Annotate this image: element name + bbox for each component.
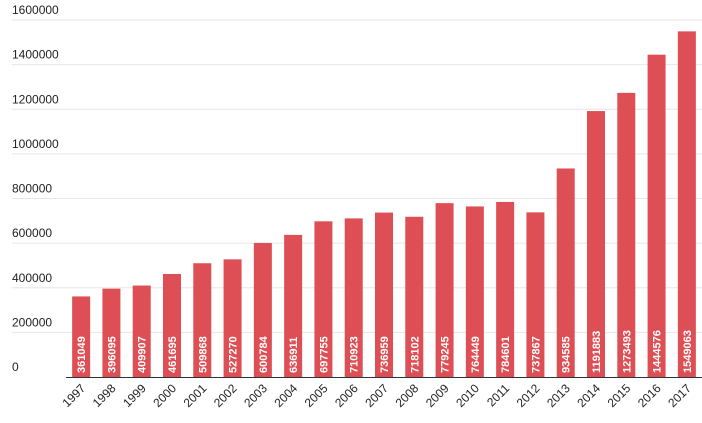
bar-data-label: 527270 — [228, 336, 240, 373]
y-tick-label: 1400000 — [12, 48, 59, 62]
x-tick-label: 2000 — [150, 381, 179, 410]
y-tick-label: 0 — [12, 360, 19, 374]
bar — [496, 201, 515, 377]
bar — [647, 54, 666, 377]
bar-data-label: 736959 — [379, 336, 391, 373]
bar — [223, 259, 242, 377]
x-tick-label: 2005 — [302, 381, 331, 410]
x-tick-label: 2002 — [211, 381, 240, 410]
bar-data-label: 600784 — [258, 335, 270, 373]
x-tick-label: 2016 — [635, 381, 664, 410]
bars — [72, 31, 696, 378]
x-tick-label: 2014 — [574, 381, 603, 410]
y-axis-ticks: 0 200000 400000 600000 800000 1000000 1200000 1… — [12, 3, 59, 374]
bar-data-label: 1191883 — [591, 331, 603, 373]
bar-data-label: 361049 — [76, 336, 88, 373]
y-tick-label: 800000 — [12, 182, 52, 196]
bar — [132, 285, 151, 377]
bar-data-label: 409907 — [137, 336, 149, 373]
bar-data-label: 784601 — [500, 336, 512, 373]
bar — [284, 234, 303, 377]
x-axis-ticks: 1997 1998 1999 2000 2001 2002 2003 2004 2005 2006… — [59, 381, 694, 410]
x-tick-label: 2010 — [453, 381, 482, 410]
x-tick-label: 1999 — [120, 381, 149, 410]
bar — [344, 218, 363, 377]
x-tick-label: 2017 — [665, 381, 694, 410]
x-tick-label: 2009 — [423, 381, 452, 410]
bar — [163, 273, 181, 377]
y-tick-label: 1200000 — [12, 92, 59, 106]
bar — [526, 212, 545, 377]
bar — [677, 31, 696, 377]
x-tick-label: 2001 — [181, 381, 210, 410]
bar-data-label: 509868 — [197, 336, 209, 373]
x-tick-label: 2008 — [393, 381, 422, 410]
bar — [617, 92, 636, 378]
x-tick-label: 2015 — [605, 381, 634, 410]
bar-data-label: 1273493 — [621, 330, 633, 373]
y-tick-label: 1000000 — [12, 137, 59, 151]
bar — [102, 288, 121, 377]
bar-data-label: 737867 — [530, 336, 542, 373]
bar-data-label: 1444576 — [652, 330, 664, 373]
data-labels: 361049 396095 409907 461695 509868 527270 6007… — [76, 330, 694, 373]
bar — [435, 203, 454, 377]
bar — [253, 242, 272, 377]
x-tick-label: 2012 — [514, 381, 543, 410]
bar-data-label: 779245 — [440, 336, 452, 373]
y-tick-label: 1600000 — [12, 3, 59, 17]
bar-data-label: 461695 — [167, 336, 179, 373]
bar — [193, 263, 212, 377]
bar-data-label: 636911 — [288, 337, 300, 373]
bar-data-label: 718102 — [409, 336, 421, 373]
bar-data-label: 396095 — [106, 336, 118, 373]
bar — [465, 206, 484, 377]
bar — [405, 216, 424, 377]
bar-data-label: 764449 — [470, 336, 482, 373]
x-tick-label: 2011 — [484, 381, 512, 409]
bar-data-label: 710923 — [349, 336, 361, 373]
bar — [72, 296, 91, 377]
x-tick-label: 2003 — [241, 381, 270, 410]
x-tick-label: 1998 — [90, 381, 119, 410]
bar — [314, 221, 333, 377]
bar-data-label: 934585 — [561, 336, 573, 373]
bar — [587, 111, 605, 378]
bar — [375, 212, 393, 377]
y-tick-label: 600000 — [12, 226, 52, 240]
bar — [556, 168, 575, 377]
y-tick-label: 400000 — [12, 271, 52, 285]
x-tick-label: 2013 — [544, 381, 573, 410]
x-tick-label: 2007 — [362, 381, 391, 410]
x-tick-label: 2006 — [332, 381, 361, 410]
bar-data-label: 1549063 — [682, 330, 694, 373]
x-tick-label: 2004 — [271, 381, 300, 410]
x-tick-label: 1997 — [59, 381, 88, 410]
y-tick-label: 200000 — [12, 315, 52, 329]
bar-data-label: 697755 — [318, 336, 330, 373]
